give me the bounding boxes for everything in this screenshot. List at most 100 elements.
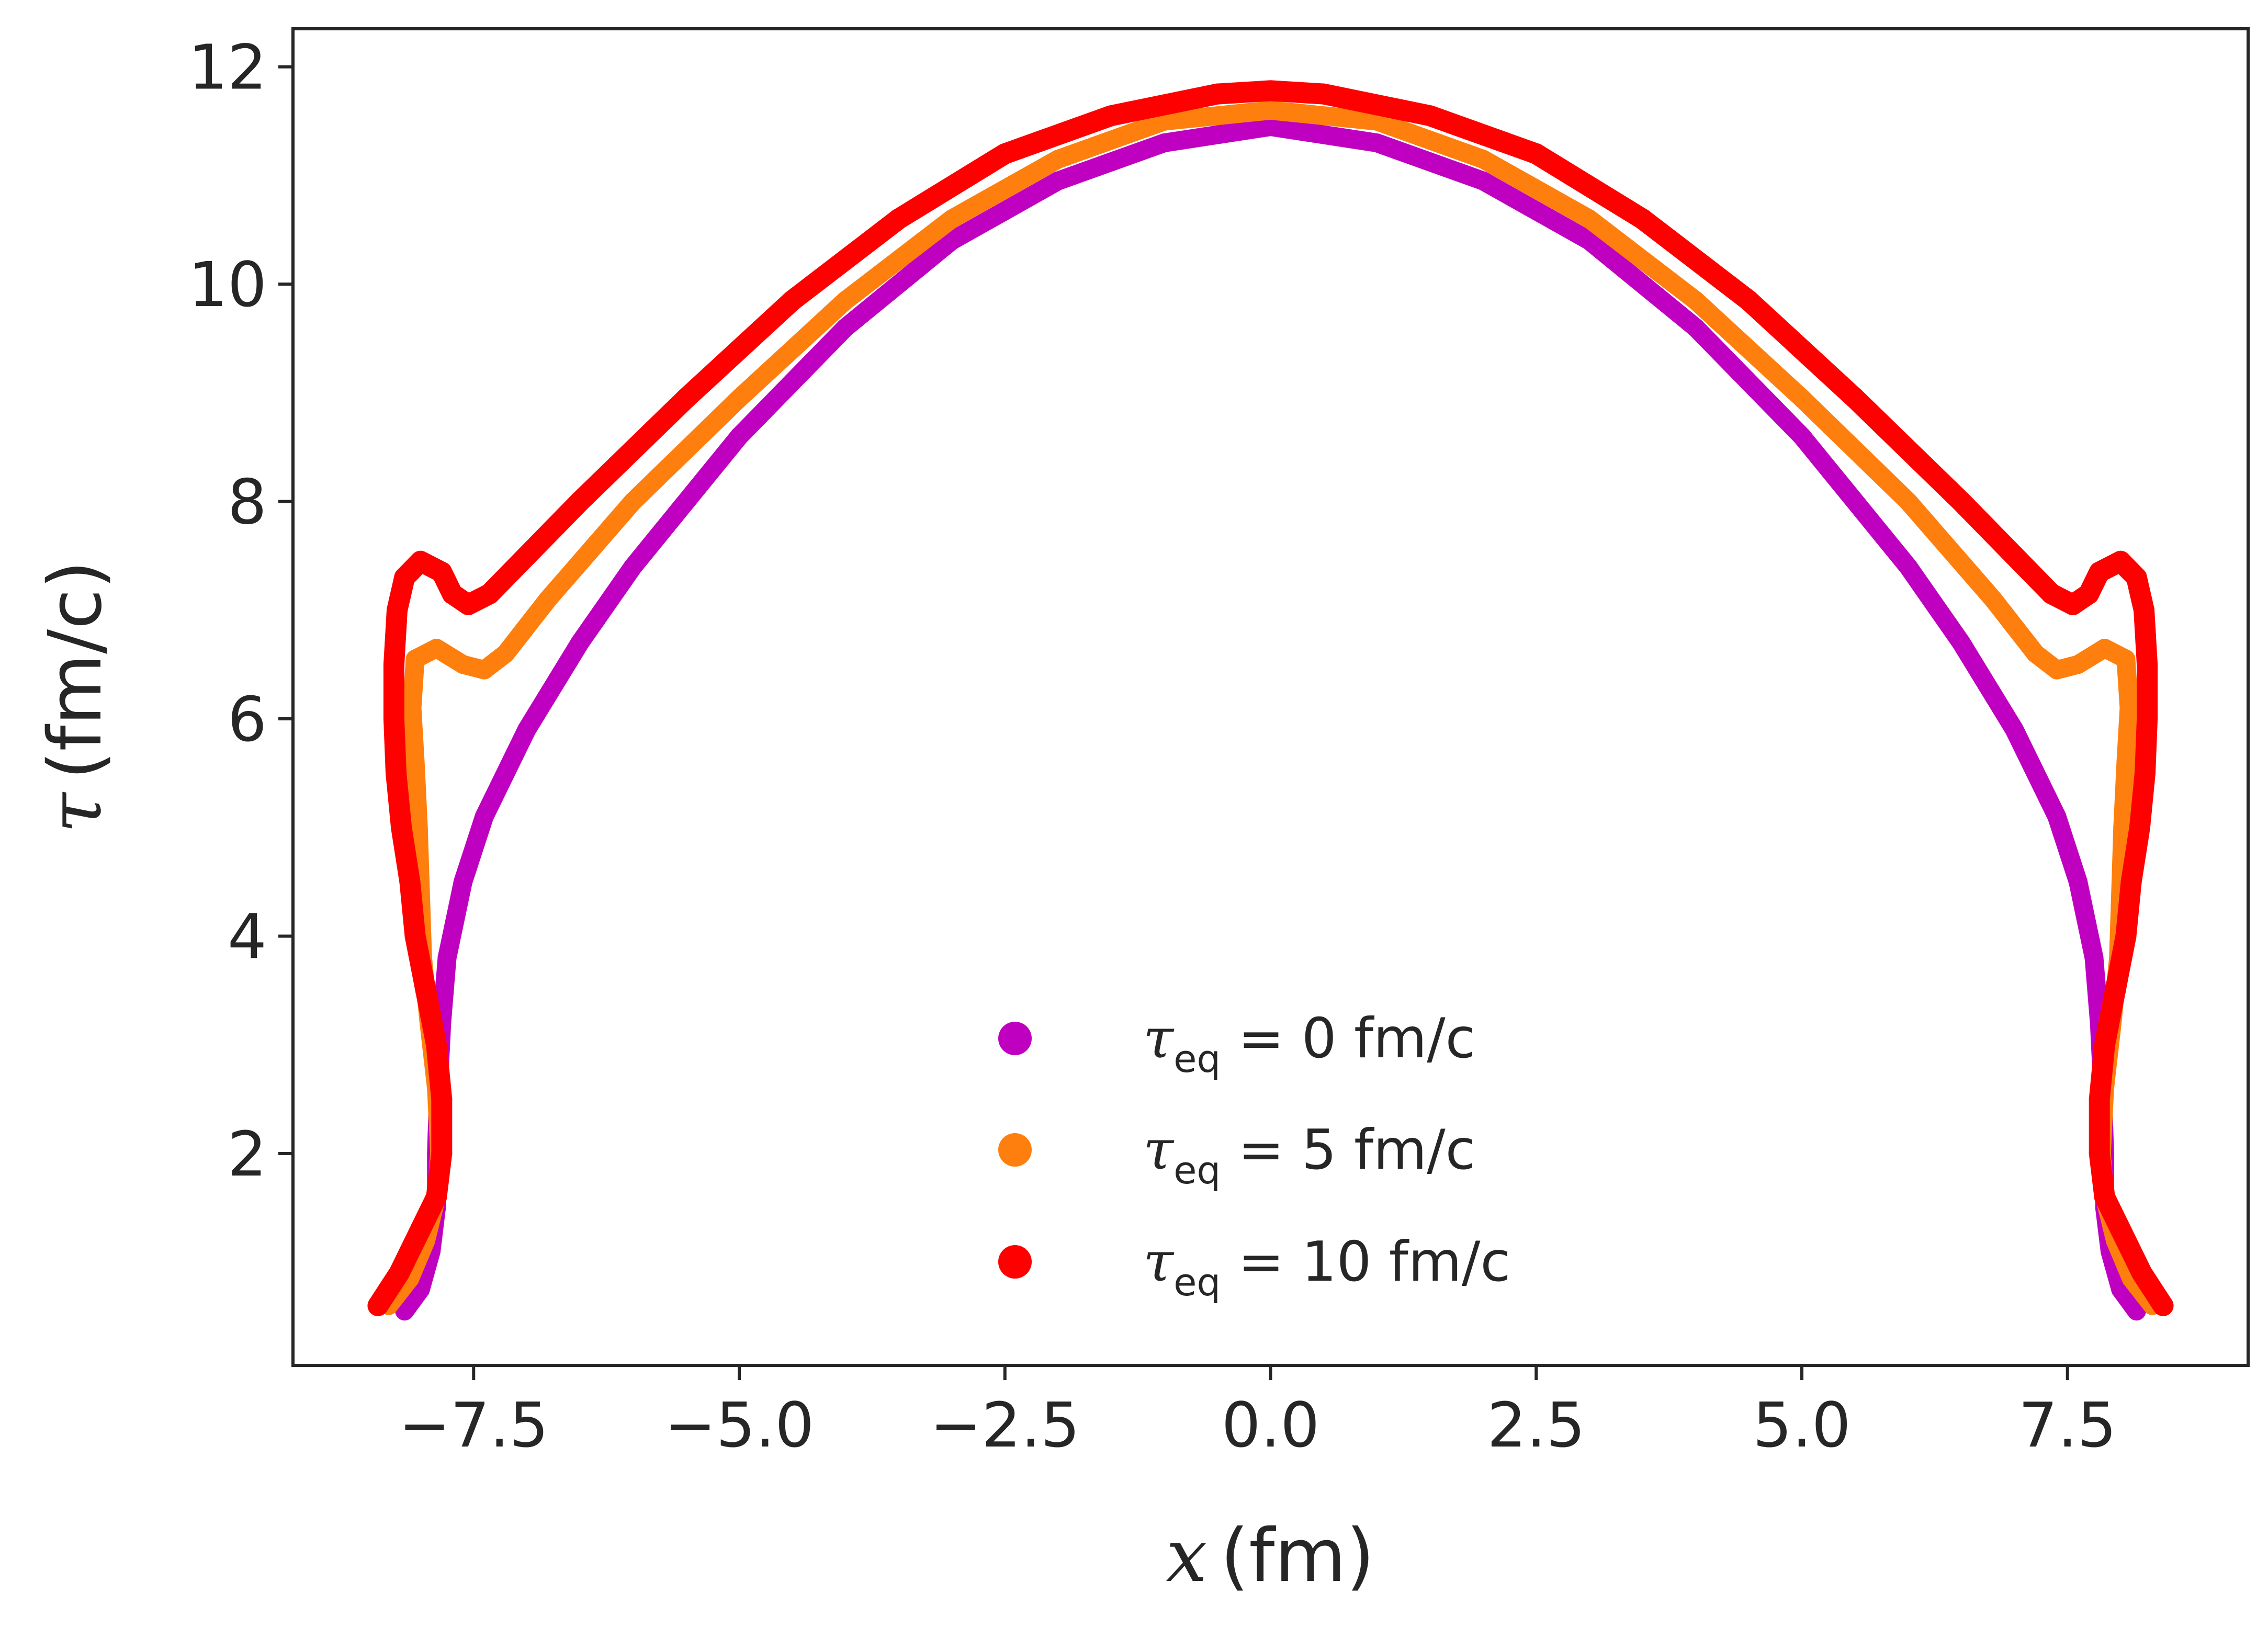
- legend-marker-2: [998, 1245, 1032, 1279]
- series-2-point: [431, 1143, 453, 1164]
- y-axis-label: τ (fm/c): [33, 560, 118, 833]
- series-1-point: [402, 698, 422, 718]
- legend-subscript: eq: [1174, 1260, 1221, 1304]
- legend-label-1: τeq = 5 fm/c: [1143, 1118, 1475, 1192]
- legend-marker-0: [998, 1022, 1032, 1055]
- series-0-point: [1155, 133, 1174, 153]
- series-0-point: [2069, 872, 2088, 891]
- series-1-point: [623, 492, 642, 511]
- x-tick-label: 7.5: [2018, 1389, 2117, 1461]
- x-tick-label: 2.5: [1487, 1389, 1585, 1461]
- series-0-point: [1048, 171, 1068, 190]
- y-axis-unit: (fm/c): [33, 560, 118, 779]
- series-1-point: [836, 291, 855, 310]
- series-0-point: [454, 872, 472, 891]
- series-2-point: [389, 1262, 410, 1284]
- series-2-point: [1207, 83, 1228, 105]
- series-2-point: [2041, 583, 2062, 605]
- series-2-point: [2137, 708, 2158, 729]
- plot-frame: [291, 27, 2250, 1367]
- x-axis-ticks: −7.5 −5.0 −2.5 0.0 2.5 5.0 7.5: [399, 1365, 2117, 1461]
- x-tick-label: 0.0: [1222, 1389, 1320, 1461]
- series-2-point: [2120, 871, 2142, 892]
- x-axis-unit: (fm): [1221, 1513, 1375, 1599]
- series-2-point: [404, 925, 426, 947]
- y-axis-ticks: 2 4 6 8 10 12: [188, 31, 293, 1190]
- y-axis-symbol: τ: [33, 792, 118, 833]
- series-2-point: [2078, 583, 2100, 605]
- series-2-point: [1632, 208, 1653, 230]
- series-1-point: [2026, 644, 2045, 663]
- series-2-point: [387, 600, 408, 621]
- legend-label-0: τeq = 0 fm/c: [1143, 1007, 1475, 1081]
- series-1-point: [1261, 100, 1280, 120]
- series-2-point: [2089, 1089, 2110, 1110]
- series-2-point: [431, 1089, 453, 1110]
- series-2-point: [458, 594, 479, 615]
- legend-label-2: τeq = 10 fm/c: [1143, 1230, 1510, 1304]
- series-0-point: [1579, 231, 1599, 251]
- series-2-point: [2105, 980, 2126, 1001]
- series-1-point: [1048, 150, 1068, 169]
- series-0-point: [517, 720, 536, 739]
- series-1-point: [454, 655, 472, 674]
- series-0-point: [475, 807, 494, 826]
- series-1-point: [405, 649, 425, 669]
- series-2-point: [415, 980, 436, 1001]
- legend-subscript: eq: [1174, 1148, 1221, 1192]
- series-0-point: [1367, 133, 1386, 153]
- series-2-point: [386, 762, 407, 784]
- series-1-point: [409, 818, 428, 837]
- series-1-point: [496, 644, 515, 663]
- series-2-point: [1738, 290, 1759, 311]
- series-0-point: [437, 948, 457, 967]
- y-tick-label: 12: [188, 31, 267, 104]
- series-1-point: [1579, 209, 1599, 229]
- series-2-point: [410, 1219, 431, 1240]
- series-layer: [367, 80, 2174, 1321]
- series-2-point: [1844, 388, 1866, 409]
- series-0-point: [623, 557, 642, 577]
- series-2-point: [2004, 545, 2025, 567]
- legend-marker-1: [998, 1133, 1032, 1167]
- series-1-point: [1473, 150, 1493, 169]
- x-axis-symbol: x: [1166, 1513, 1208, 1599]
- series-2-point: [383, 654, 404, 675]
- series-1-point: [2047, 660, 2067, 680]
- series-2-point: [383, 708, 404, 729]
- series-1-point: [538, 590, 558, 609]
- series-2-point: [442, 583, 463, 605]
- series-0-point: [1951, 633, 1971, 652]
- series-2-point: [516, 545, 537, 567]
- legend-symbol: τ: [1143, 1118, 1175, 1182]
- series-2-point: [399, 871, 421, 892]
- series-0-point: [836, 318, 855, 337]
- series-1-point: [2113, 818, 2132, 837]
- series-1-point: [730, 389, 749, 408]
- series-2-point: [2062, 594, 2083, 615]
- legend-value: = 10 fm/c: [1221, 1230, 1510, 1294]
- series-1-point: [427, 639, 446, 658]
- series-2-point: [2110, 550, 2131, 572]
- legend-value: = 0 fm/c: [1221, 1007, 1475, 1070]
- series-2-point: [2135, 762, 2156, 784]
- series-2-point: [2089, 1143, 2110, 1164]
- legend-symbol: τ: [1143, 1007, 1175, 1070]
- series-1-point: [2069, 655, 2088, 674]
- series-2-point: [2152, 1295, 2174, 1316]
- series-2-point: [2094, 1187, 2115, 1207]
- series-2-point: [2094, 1034, 2115, 1056]
- series-2-point: [675, 388, 697, 409]
- x-tick-label: −5.0: [664, 1389, 815, 1461]
- series-1-point: [475, 660, 494, 680]
- series-1-point: [2095, 639, 2114, 658]
- series-1-point: [405, 753, 425, 772]
- legend-subscript: eq: [1174, 1037, 1221, 1081]
- series-0-point: [730, 427, 749, 446]
- series-2-point: [888, 208, 909, 230]
- series-1-point: [1792, 389, 1811, 408]
- y-tick-label: 4: [228, 900, 267, 973]
- series-1-point: [1899, 492, 1918, 511]
- series-2-point: [1313, 83, 1334, 105]
